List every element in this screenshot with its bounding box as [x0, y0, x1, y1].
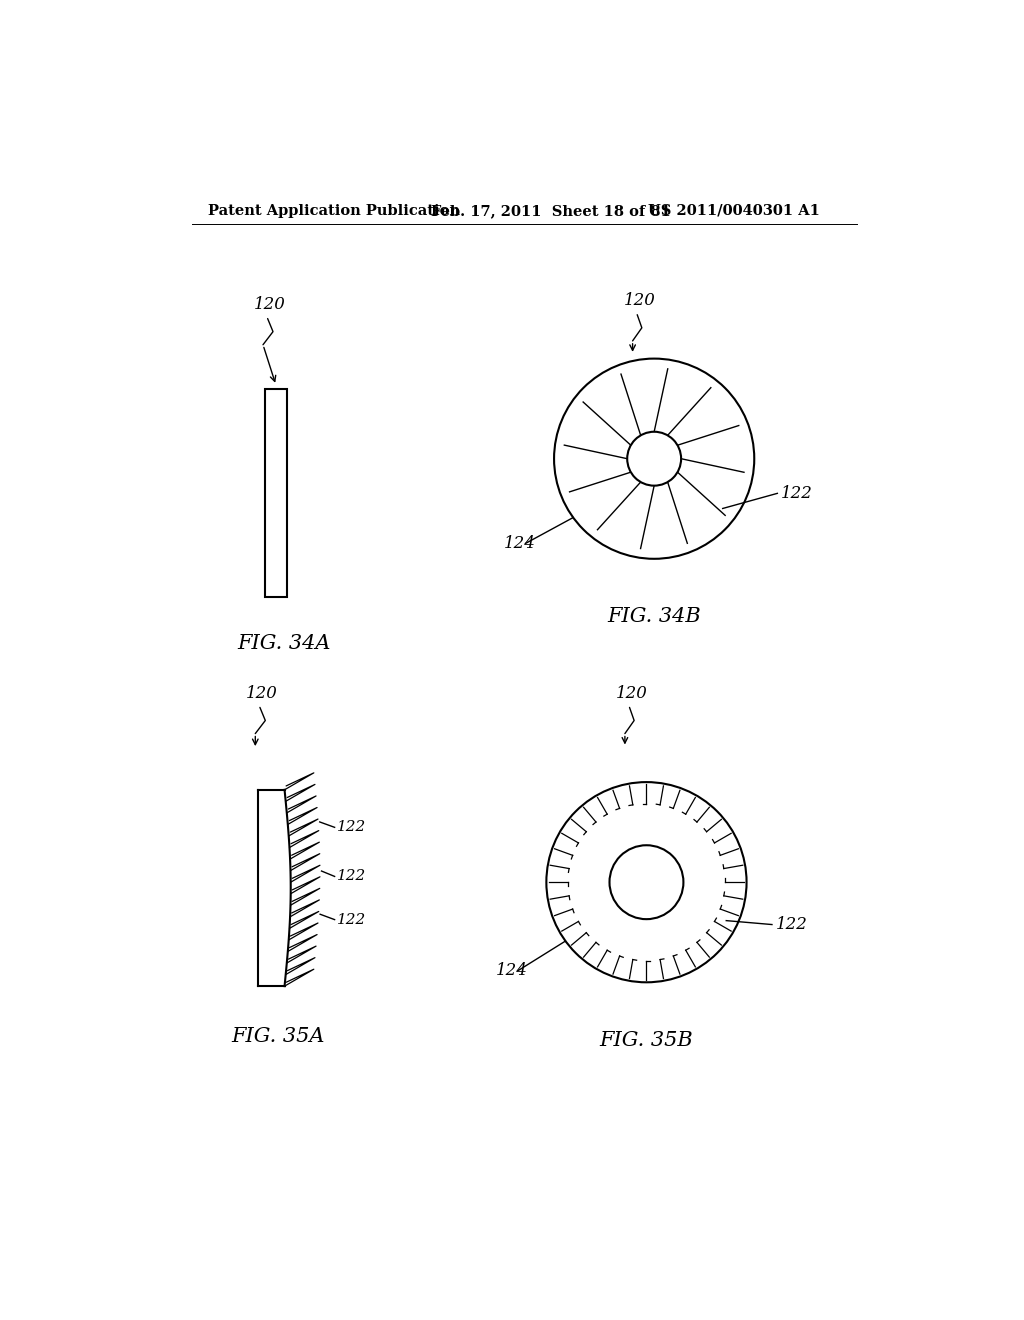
Text: 122: 122 — [781, 484, 813, 502]
Text: FIG. 34A: FIG. 34A — [237, 634, 331, 653]
Text: 124: 124 — [504, 535, 536, 552]
Text: 124: 124 — [497, 962, 528, 979]
Text: Feb. 17, 2011  Sheet 18 of 81: Feb. 17, 2011 Sheet 18 of 81 — [431, 203, 671, 218]
Text: 122: 122 — [776, 916, 808, 933]
Text: FIG. 34B: FIG. 34B — [607, 607, 701, 626]
Text: 120: 120 — [254, 296, 286, 313]
Circle shape — [554, 359, 755, 558]
Text: 122: 122 — [337, 912, 367, 927]
Text: 122: 122 — [337, 870, 367, 883]
Text: FIG. 35A: FIG. 35A — [231, 1027, 326, 1045]
Circle shape — [547, 781, 746, 982]
Text: Patent Application Publication: Patent Application Publication — [208, 203, 460, 218]
Text: 122: 122 — [337, 820, 367, 834]
Text: FIG. 35B: FIG. 35B — [600, 1031, 693, 1049]
Text: 120: 120 — [246, 685, 278, 702]
Text: 120: 120 — [615, 685, 647, 702]
Circle shape — [628, 432, 681, 486]
Circle shape — [609, 845, 683, 919]
Bar — [265, 389, 287, 598]
Text: US 2011/0040301 A1: US 2011/0040301 A1 — [648, 203, 820, 218]
Text: 120: 120 — [624, 292, 655, 309]
